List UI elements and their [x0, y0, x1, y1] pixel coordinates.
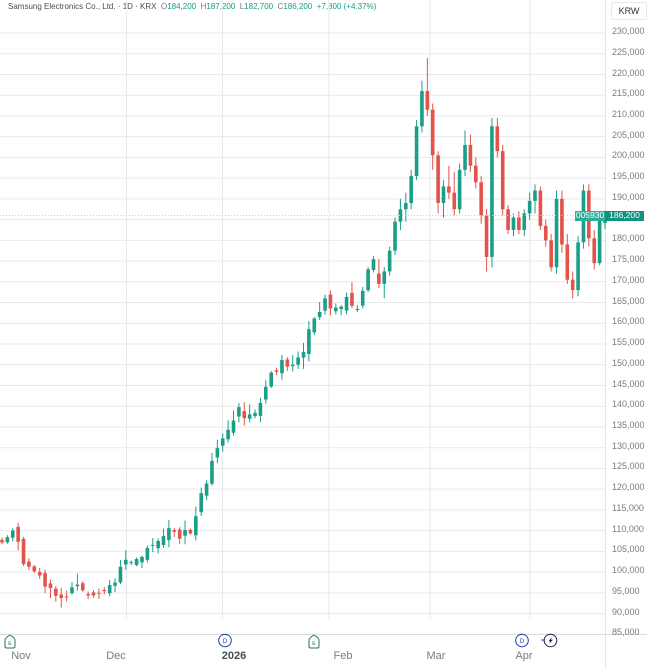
svg-text:D: D	[223, 639, 228, 645]
svg-text:D: D	[520, 639, 525, 645]
svg-text:E: E	[312, 641, 316, 647]
svg-text:E: E	[8, 641, 12, 647]
